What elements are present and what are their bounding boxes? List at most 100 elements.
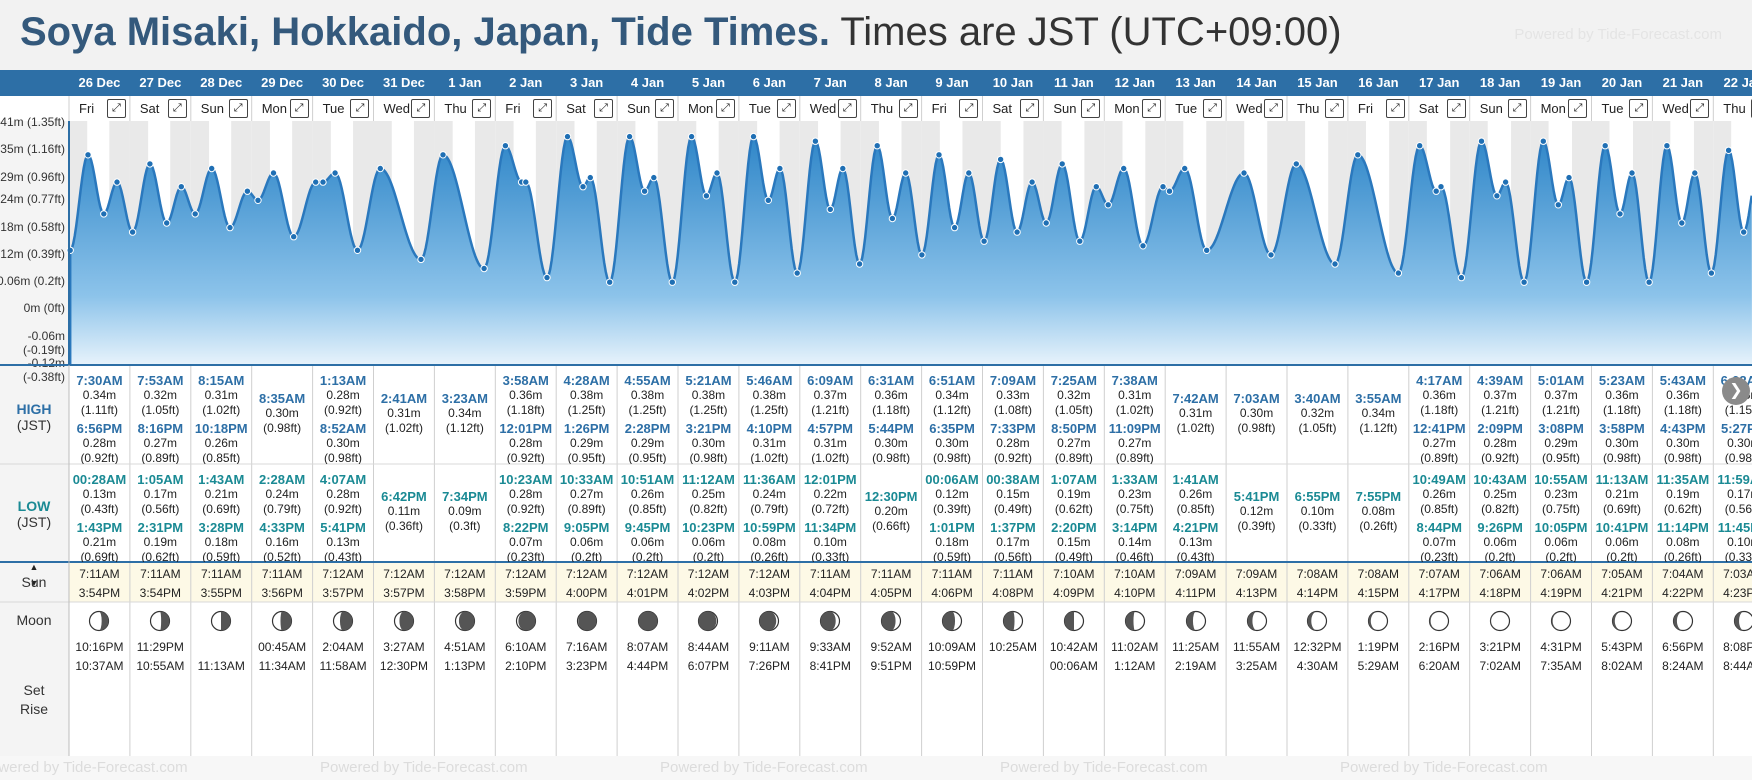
sun-cell: 7:04AM 4:22PM (1652, 567, 1713, 600)
expand-icon[interactable]: ⤢ (350, 99, 370, 118)
tide-extreme-point (1663, 142, 1671, 150)
tide-extreme-point (1740, 228, 1748, 236)
low-height-ft: (0.2ft) (692, 550, 725, 562)
moon-phase-icon (1550, 610, 1572, 632)
expand-icon[interactable]: ⤢ (472, 99, 492, 118)
high-tide-entry: 4:10PM 0.31m (1.02ft) (739, 421, 800, 464)
low-height-m: 0.09m (448, 504, 482, 518)
low-tide-cell: 11:12AM 0.25m (0.82ft) 10:23PM 0.06m (0.2ft) (678, 465, 739, 562)
tide-extreme-point (543, 273, 551, 282)
sun-cell: 7:12AM 4:03PM (739, 567, 800, 600)
high-tide-entry: 7:03AM 0.30m (0.98ft) (1226, 391, 1287, 436)
low-height-ft: (0.39ft) (1237, 519, 1276, 533)
high-tide-cell: 4:28AM 0.38m (1.25ft) 1:26PM 0.29m (0.95ft) (556, 366, 617, 464)
sunset-time: 4:04PM (809, 586, 851, 600)
y-tick-label: 0.35m (1.16ft) (0, 142, 65, 157)
low-tide-cell: 6:42PM 0.11m (0.36ft) (374, 465, 435, 562)
expand-icon[interactable]: ⤢ (1020, 99, 1040, 118)
sunset-time: 4:09PM (1053, 586, 1095, 600)
expand-icon[interactable]: ⤢ (106, 99, 126, 118)
expand-icon[interactable]: ⤢ (715, 99, 735, 118)
high-tide-entry: 3:08PM 0.29m (0.95ft) (1531, 421, 1592, 464)
moon-cell: 10:42AM 00:06AM (1043, 602, 1104, 756)
high-height-m: 0.28m (326, 388, 360, 402)
low-height-ft: (0.26ft) (1359, 519, 1398, 533)
moon-phase-icon (1307, 610, 1328, 632)
high-tide-entry: 8:52AM 0.30m (0.98ft) (313, 421, 374, 464)
high-time: 3:23AM (441, 390, 488, 406)
low-tide-entry: 11:12AM 0.25m (0.82ft) (678, 472, 739, 517)
high-height-m: 0.30m (691, 436, 726, 450)
low-height-ft: (0.72ft) (811, 502, 850, 516)
moon-phase-icon (941, 610, 963, 632)
expand-icon[interactable]: ⤢ (1385, 99, 1405, 118)
tide-extreme-point (1267, 251, 1275, 259)
tide-extreme-point (1691, 169, 1699, 177)
expand-icon[interactable]: ⤢ (1507, 99, 1527, 118)
expand-icon[interactable]: ⤢ (411, 99, 431, 118)
expand-icon[interactable]: ⤢ (228, 99, 248, 118)
expand-icon[interactable]: ⤢ (533, 99, 553, 118)
moonset-time: 9:11AM (749, 640, 790, 654)
low-height-ft: (0.62ft) (141, 550, 180, 562)
weekday-label: Mon (261, 101, 287, 116)
tide-extreme-point (1457, 273, 1466, 282)
expand-icon[interactable]: ⤢ (654, 99, 674, 118)
y-tick-label: 0.41m (1.35ft) (0, 115, 65, 129)
expand-icon[interactable]: ⤢ (594, 99, 614, 118)
sunrise-time: 7:12AM (748, 567, 791, 581)
low-tide-entry: 3:28PM 0.18m (0.59ft) (191, 520, 252, 562)
tide-extreme-point (764, 196, 772, 205)
high-tide-entry: 3:23AM 0.34m (1.12ft) (434, 391, 495, 436)
low-height-m: 0.13m (82, 487, 117, 501)
expand-icon[interactable]: ⤢ (898, 99, 918, 118)
expand-icon[interactable]: ⤢ (1263, 99, 1283, 118)
day-header: 29 Dec (251, 70, 313, 96)
tide-extreme-point (480, 264, 488, 273)
tide-extreme-point (226, 223, 234, 232)
high-height-m: 0.37m (813, 388, 847, 402)
scroll-right-button[interactable]: ❯ (1722, 377, 1750, 405)
low-tide-entry: 10:55AM 0.23m (0.75ft) (1531, 472, 1592, 517)
high-tide-entry: 2:09PM 0.28m (0.92ft) (1470, 421, 1531, 464)
expand-icon[interactable]: ⤢ (1446, 99, 1466, 118)
weekday-label: Sat (566, 101, 586, 116)
expand-icon[interactable]: ⤢ (1629, 99, 1649, 118)
expand-icon[interactable]: ⤢ (1142, 99, 1162, 118)
tide-extreme-point (640, 187, 649, 195)
tide-extreme-point (918, 251, 926, 259)
expand-icon[interactable]: ⤢ (837, 99, 857, 118)
expand-icon[interactable]: ⤢ (1690, 99, 1710, 118)
high-height-m: 0.27m (1422, 436, 1456, 450)
tide-extreme-point (839, 164, 847, 173)
low-tide-entry: 6:55PM 0.10m (0.33ft) (1287, 489, 1348, 534)
high-height-ft: (1.25ft) (628, 403, 667, 417)
tide-extreme-point (1565, 173, 1573, 182)
low-height-m: 0.15m (996, 487, 1030, 501)
expand-icon[interactable]: ⤢ (289, 99, 309, 118)
expand-icon[interactable]: ⤢ (167, 99, 187, 118)
day-header: 10 Jan (982, 70, 1044, 96)
expand-icon[interactable]: ⤢ (1203, 99, 1223, 118)
expand-icon[interactable]: ⤢ (1568, 99, 1588, 118)
low-height-ft: (0.2ft) (1606, 550, 1638, 562)
expand-icon[interactable]: ⤢ (1081, 99, 1101, 118)
moonrise-time: 2:10PM (505, 659, 547, 673)
sun-cell: 7:09AM 4:13PM (1226, 567, 1287, 600)
high-height-m: 0.38m (752, 388, 787, 402)
low-height-m: 0.17m (996, 535, 1030, 549)
moonset-time: 2:04AM (322, 640, 364, 654)
high-height-ft: (0.98ft) (1602, 451, 1641, 464)
expand-icon[interactable]: ⤢ (959, 99, 979, 118)
expand-icon[interactable]: ⤢ (776, 99, 796, 118)
sunrise-time: 7:08AM (1296, 567, 1339, 581)
high-tide-cell: 5:21AM 0.38m (1.25ft) 3:21PM 0.30m (0.98ft) (678, 366, 739, 464)
low-tide-entry: 1:37PM 0.17m (0.56ft) (983, 520, 1044, 562)
high-height-m: 0.32m (1300, 405, 1335, 420)
low-height-ft: (0.46ft) (1115, 550, 1154, 562)
high-height-m: 0.31m (813, 436, 847, 450)
low-time: 10:51AM (620, 472, 675, 487)
high-tide-entry: 10:18PM 0.26m (0.85ft) (191, 421, 252, 464)
expand-icon[interactable]: ⤢ (1324, 99, 1344, 118)
low-height-m: 0.24m (752, 487, 787, 501)
